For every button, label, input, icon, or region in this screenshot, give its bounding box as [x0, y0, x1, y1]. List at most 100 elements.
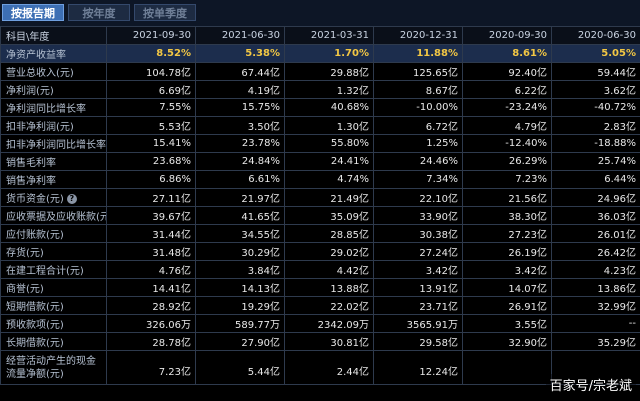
table-cell: 24.84% [195, 152, 285, 171]
table-cell: 22.10亿 [373, 188, 463, 207]
table-cell: 3.42亿 [373, 260, 463, 279]
row-label-text: 应收票据及应收账款(元) [6, 212, 107, 223]
table-cell: 4.79亿 [462, 116, 552, 135]
table-cell: 39.67亿 [106, 206, 196, 225]
row-label-text: 短期借款(元) [6, 302, 64, 313]
table-row: 应付账款(元) 31.44亿 34.55亿 28.85亿 30.38亿 27.23亿 26.… [0, 224, 640, 243]
table-row: 扣非净利润同比增长率 15.41% 23.78% 55.80% 1.25% -12.40%… [0, 134, 640, 153]
table-row: 应收票据及应收账款(元) 39.67亿 41.65亿 35.09亿 33.90亿 38.3… [0, 206, 640, 225]
table-cell: 29.02亿 [284, 242, 374, 261]
table-cell: 59.44亿 [551, 62, 640, 81]
table-cell: 38.30亿 [462, 206, 552, 225]
row-label: 营业总收入(元) [0, 62, 107, 81]
table-cell: 35.29亿 [551, 332, 640, 351]
table-cell: 4.19亿 [195, 80, 285, 99]
table-cell: 19.29亿 [195, 296, 285, 315]
table-cell [462, 350, 552, 385]
table-cell: 4.42亿 [284, 260, 374, 279]
table-cell: 4.76亿 [106, 260, 196, 279]
table-cell: 6.61% [195, 170, 285, 189]
table-cell: 27.24亿 [373, 242, 463, 261]
row-label: 销售净利率 [0, 170, 107, 189]
table-cell: 29.58亿 [373, 332, 463, 351]
table-cell: 33.90亿 [373, 206, 463, 225]
table-cell: 26.19亿 [462, 242, 552, 261]
table-cell: 2342.09万 [284, 314, 374, 333]
table-cell: 15.41% [106, 134, 196, 153]
table-cell: -12.40% [462, 134, 552, 153]
table-cell: 26.42亿 [551, 242, 640, 261]
question-icon[interactable]: ? [66, 194, 77, 204]
table-row: 扣非净利润(元) 5.53亿 3.50亿 1.30亿 6.72亿 4.79亿 2.83亿 [0, 116, 640, 135]
table-cell: 13.88亿 [284, 278, 374, 297]
table-cell: 92.40亿 [462, 62, 552, 81]
table-cell: 5.53亿 [106, 116, 196, 135]
table-cell: 35.09亿 [284, 206, 374, 225]
table-row: 销售毛利率 23.68% 24.84% 24.41% 24.46% 26.29% 25.74… [0, 152, 640, 171]
table-cell: 6.69亿 [106, 80, 196, 99]
row-label: 商誉(元) [0, 278, 107, 297]
table-cell: 32.90亿 [462, 332, 552, 351]
column-header-date: 2020-09-30 [462, 26, 552, 45]
row-label-text: 营业总收入(元) [6, 68, 74, 79]
row-label: 在建工程合计(元) [0, 260, 107, 279]
row-label-text: 存货(元) [6, 248, 44, 259]
row-label-text: 销售毛利率 [6, 158, 56, 169]
row-label: 长期借款(元) [0, 332, 107, 351]
table-cell: 31.44亿 [106, 224, 196, 243]
table-cell: 3.62亿 [551, 80, 640, 99]
row-label-text: 应付账款(元) [6, 230, 64, 241]
row-label-text: 货币资金(元) [6, 194, 64, 205]
tab-by-year[interactable]: 按年度 [68, 4, 130, 21]
table-cell: 40.68% [284, 98, 374, 117]
row-label-text: 扣非净利润同比增长率 [6, 140, 106, 151]
table-cell: 5.05% [551, 44, 640, 63]
table-cell: 26.29% [462, 152, 552, 171]
row-label-text: 净利润同比增长率 [6, 104, 86, 115]
table-cell: 30.29亿 [195, 242, 285, 261]
table-cell: 5.44亿 [195, 350, 285, 385]
row-label: 存货(元) [0, 242, 107, 261]
table-row: 短期借款(元) 28.92亿 19.29亿 22.02亿 23.71亿 26.91亿 32.… [0, 296, 640, 315]
table-row: 销售净利率 6.86% 6.61% 4.74% 7.34% 7.23% 6.44% [0, 170, 640, 189]
table-cell: 6.22亿 [462, 80, 552, 99]
table-cell: 3565.91万 [373, 314, 463, 333]
table-row: 预收款项(元) 326.06万 589.77万 2342.09万 3565.91万 3.5… [0, 314, 640, 333]
row-label-text: 经营活动产生的现金流量净额(元) [6, 355, 96, 380]
row-label: 扣非净利润(元) [0, 116, 107, 135]
financial-table: 科目\年度 2021-09-30 2021-06-30 2021-03-31 2… [0, 26, 640, 385]
table-cell: 27.23亿 [462, 224, 552, 243]
column-header-date: 2021-06-30 [195, 26, 285, 45]
row-label-text: 长期借款(元) [6, 338, 64, 349]
table-cell: 28.78亿 [106, 332, 196, 351]
table-cell: 26.01亿 [551, 224, 640, 243]
table-cell: 24.96亿 [551, 188, 640, 207]
tab-bar: 按报告期 按年度 按单季度 [0, 0, 640, 27]
column-header-subject: 科目\年度 [0, 26, 107, 45]
table-cell: 7.23% [462, 170, 552, 189]
table-cell: 21.49亿 [284, 188, 374, 207]
table-cell: 6.72亿 [373, 116, 463, 135]
tab-by-quarter[interactable]: 按单季度 [134, 4, 196, 21]
row-label-text: 净资产收益率 [6, 50, 66, 61]
table-row: 在建工程合计(元) 4.76亿 3.84亿 4.42亿 3.42亿 3.42亿 4.23亿 [0, 260, 640, 279]
row-label: 应收票据及应收账款(元) [0, 206, 107, 225]
table-cell: 1.30亿 [284, 116, 374, 135]
tab-by-report-period[interactable]: 按报告期 [2, 4, 64, 21]
table-row: 营业总收入(元) 104.78亿 67.44亿 29.88亿 125.65亿 92.40亿… [0, 62, 640, 81]
table-cell: 125.65亿 [373, 62, 463, 81]
table-row: 长期借款(元) 28.78亿 27.90亿 30.81亿 29.58亿 32.90亿 35.… [0, 332, 640, 351]
table-cell: 27.90亿 [195, 332, 285, 351]
table-cell: 13.91亿 [373, 278, 463, 297]
table-cell: 8.61% [462, 44, 552, 63]
table-cell: 2.44亿 [284, 350, 374, 385]
table-cell: 6.86% [106, 170, 196, 189]
table-cell: 104.78亿 [106, 62, 196, 81]
table-cell: 24.46% [373, 152, 463, 171]
table-cell: 7.34% [373, 170, 463, 189]
table-cell: -40.72% [551, 98, 640, 117]
row-label: 净利润同比增长率 [0, 98, 107, 117]
table-row: 商誉(元) 14.41亿 14.13亿 13.88亿 13.91亿 14.07亿 13.86… [0, 278, 640, 297]
table-cell: 589.77万 [195, 314, 285, 333]
table-cell: 30.38亿 [373, 224, 463, 243]
